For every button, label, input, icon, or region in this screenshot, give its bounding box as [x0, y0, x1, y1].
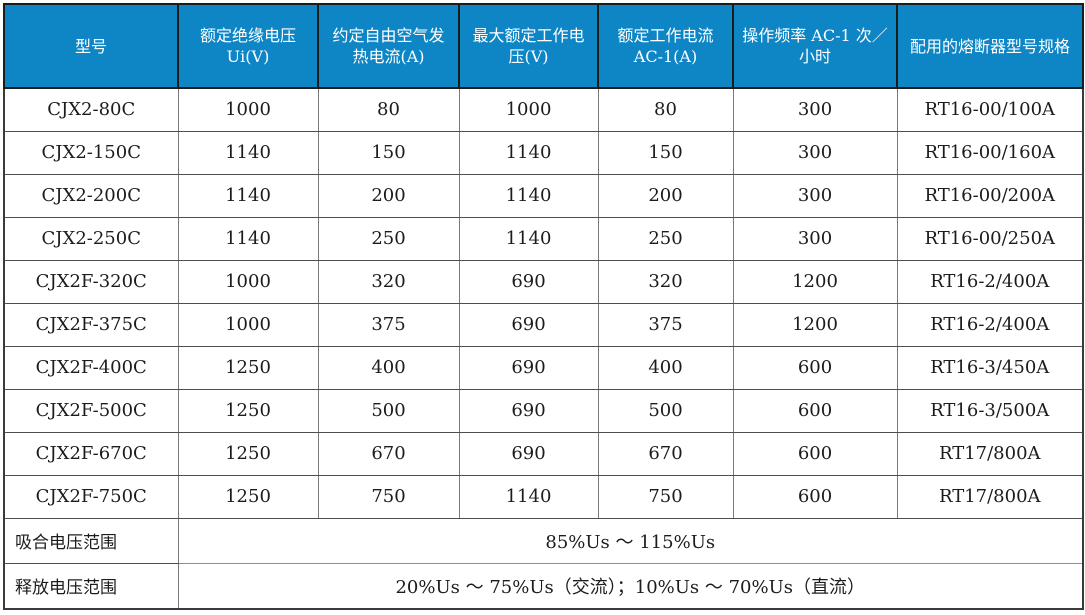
- table-cell: 1140: [458, 474, 599, 519]
- cell-fuse: RT16-00/250A: [896, 216, 1084, 261]
- cell-model: CJX2-250C: [3, 216, 179, 261]
- column-header-max-rated-working-voltage: 最大额定工作电压(V): [458, 3, 599, 89]
- table-cell: 200: [597, 173, 734, 218]
- cell-fuse: RT16-2/400A: [896, 302, 1084, 347]
- table-cell: 600: [732, 345, 898, 390]
- table-cell: 1250: [177, 345, 319, 390]
- pull-in-voltage-range-label: 吸合电压范围: [3, 517, 179, 564]
- table-cell: 320: [317, 259, 460, 304]
- table-cell: 1250: [177, 388, 319, 433]
- cell-fuse: RT16-00/100A: [896, 87, 1084, 132]
- cell-fuse: RT16-2/400A: [896, 259, 1084, 304]
- table-cell: 1200: [732, 259, 898, 304]
- table-cell: 400: [597, 345, 734, 390]
- table-cell: 1250: [177, 431, 319, 476]
- release-voltage-range-value: 20%Us ～ 75%Us（交流）；10%Us ～ 70%Us（直流）: [177, 562, 1084, 610]
- table-cell: 690: [458, 345, 599, 390]
- table-row: CJX2F-750C 1250 750 1140 750 600 RT17/80…: [3, 474, 1084, 519]
- table-cell: 690: [458, 302, 599, 347]
- cell-fuse: RT16-3/450A: [896, 345, 1084, 390]
- cell-model: CJX2F-500C: [3, 388, 179, 433]
- header-row: 型号 额定绝缘电压 Ui(V) 约定自由空气发热电流(A) 最大额定工作电压(V…: [3, 3, 1084, 89]
- table-cell: 1250: [177, 474, 319, 519]
- table-row: CJX2-80C 1000 80 1000 80 300 RT16-00/100…: [3, 87, 1084, 132]
- table-cell: 1140: [458, 130, 599, 175]
- table-row: CJX2F-670C 1250 670 690 670 600 RT17/800…: [3, 431, 1084, 476]
- cell-model: CJX2F-400C: [3, 345, 179, 390]
- column-header-operating-frequency: 操作频率 AC-1 次／小时: [732, 3, 898, 89]
- table-cell: 1000: [458, 87, 599, 132]
- table-cell: 690: [458, 431, 599, 476]
- table-cell: 300: [732, 87, 898, 132]
- table-cell: 250: [597, 216, 734, 261]
- table-cell: 80: [597, 87, 734, 132]
- cell-fuse: RT16-00/160A: [896, 130, 1084, 175]
- table-cell: 500: [317, 388, 460, 433]
- column-header-rated-working-current-ac1: 额定工作电流 AC-1(A): [597, 3, 734, 89]
- table-row: CJX2F-500C 1250 500 690 500 600 RT16-3/5…: [3, 388, 1084, 433]
- table-cell: 1140: [177, 130, 319, 175]
- spec-table-container: 型号 额定绝缘电压 Ui(V) 约定自由空气发热电流(A) 最大额定工作电压(V…: [3, 3, 1084, 610]
- column-header-conventional-free-air-thermal-current: 约定自由空气发热电流(A): [317, 3, 460, 89]
- table-cell: 150: [597, 130, 734, 175]
- table-cell: 320: [597, 259, 734, 304]
- table-cell: 300: [732, 173, 898, 218]
- table-cell: 1140: [458, 216, 599, 261]
- release-voltage-range-label: 释放电压范围: [3, 562, 179, 610]
- table-cell: 1140: [177, 216, 319, 261]
- table-cell: 600: [732, 431, 898, 476]
- cell-model: CJX2-150C: [3, 130, 179, 175]
- table-cell: 690: [458, 388, 599, 433]
- table-header: 型号 额定绝缘电压 Ui(V) 约定自由空气发热电流(A) 最大额定工作电压(V…: [3, 3, 1084, 89]
- contactor-spec-table: 型号 额定绝缘电压 Ui(V) 约定自由空气发热电流(A) 最大额定工作电压(V…: [3, 3, 1084, 610]
- table-cell: 400: [317, 345, 460, 390]
- table-cell: 670: [597, 431, 734, 476]
- table-cell: 300: [732, 130, 898, 175]
- table-cell: 375: [317, 302, 460, 347]
- table-cell: 250: [317, 216, 460, 261]
- table-cell: 80: [317, 87, 460, 132]
- table-cell: 300: [732, 216, 898, 261]
- table-cell: 1000: [177, 87, 319, 132]
- table-cell: 500: [597, 388, 734, 433]
- table-body: CJX2-80C 1000 80 1000 80 300 RT16-00/100…: [3, 87, 1084, 519]
- cell-fuse: RT17/800A: [896, 474, 1084, 519]
- table-cell: 670: [317, 431, 460, 476]
- table-row: CJX2F-400C 1250 400 690 400 600 RT16-3/4…: [3, 345, 1084, 390]
- table-cell: 150: [317, 130, 460, 175]
- table-cell: 600: [732, 474, 898, 519]
- cell-fuse: RT16-00/200A: [896, 173, 1084, 218]
- table-row: CJX2F-375C 1000 375 690 375 1200 RT16-2/…: [3, 302, 1084, 347]
- table-cell: 1200: [732, 302, 898, 347]
- table-cell: 600: [732, 388, 898, 433]
- column-header-model: 型号: [3, 3, 179, 89]
- table-cell: 1140: [458, 173, 599, 218]
- table-cell: 750: [597, 474, 734, 519]
- pull-in-voltage-range-row: 吸合电压范围 85%Us ～ 115%Us: [3, 517, 1084, 564]
- table-row: CJX2F-320C 1000 320 690 320 1200 RT16-2/…: [3, 259, 1084, 304]
- table-row: CJX2-250C 1140 250 1140 250 300 RT16-00/…: [3, 216, 1084, 261]
- table-row: CJX2-200C 1140 200 1140 200 300 RT16-00/…: [3, 173, 1084, 218]
- release-voltage-range-row: 释放电压范围 20%Us ～ 75%Us（交流）；10%Us ～ 70%Us（直…: [3, 562, 1084, 610]
- cell-fuse: RT16-3/500A: [896, 388, 1084, 433]
- table-cell: 375: [597, 302, 734, 347]
- table-cell: 1140: [177, 173, 319, 218]
- cell-model: CJX2F-750C: [3, 474, 179, 519]
- cell-model: CJX2F-375C: [3, 302, 179, 347]
- table-cell: 750: [317, 474, 460, 519]
- pull-in-voltage-range-value: 85%Us ～ 115%Us: [177, 517, 1084, 564]
- cell-model: CJX2F-320C: [3, 259, 179, 304]
- cell-model: CJX2-200C: [3, 173, 179, 218]
- table-cell: 1000: [177, 259, 319, 304]
- cell-model: CJX2-80C: [3, 87, 179, 132]
- table-cell: 690: [458, 259, 599, 304]
- column-header-fuse-spec: 配用的熔断器型号规格: [896, 3, 1084, 89]
- cell-fuse: RT17/800A: [896, 431, 1084, 476]
- column-header-rated-insulation-voltage: 额定绝缘电压 Ui(V): [177, 3, 319, 89]
- table-footer: 吸合电压范围 85%Us ～ 115%Us 释放电压范围 20%Us ～ 75%…: [3, 517, 1084, 610]
- cell-model: CJX2F-670C: [3, 431, 179, 476]
- table-cell: 200: [317, 173, 460, 218]
- table-row: CJX2-150C 1140 150 1140 150 300 RT16-00/…: [3, 130, 1084, 175]
- table-cell: 1000: [177, 302, 319, 347]
